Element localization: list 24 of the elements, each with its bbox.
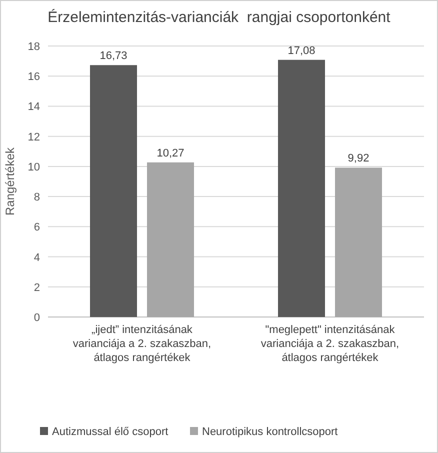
y-tick-label: 8 <box>34 192 40 204</box>
chart-title: Érzelemintenzitás-varianciák rangjai csoportonként <box>48 8 392 26</box>
y-tick-label: 0 <box>34 312 40 324</box>
y-tick-label: 10 <box>28 161 40 174</box>
data-label: 9,92 <box>348 152 370 165</box>
bar <box>147 162 194 317</box>
bar <box>90 65 137 317</box>
y-axis-title: Rangértékek <box>3 146 17 216</box>
bar <box>335 168 382 317</box>
y-tick-label: 16 <box>28 71 40 84</box>
data-label: 10,27 <box>156 147 184 160</box>
data-label: 17,08 <box>288 44 316 57</box>
data-label: 16,73 <box>100 50 128 62</box>
y-tick-label: 2 <box>34 282 40 294</box>
legend-label: Autizmussal élő csoport <box>52 426 168 438</box>
y-tick-label: 14 <box>28 101 40 114</box>
y-tick-label: 18 <box>28 41 40 53</box>
y-tick-label: 12 <box>28 131 40 144</box>
x-tick-label: „ijedt” intenzitásának varianciája a 2. szakaszban, átlagos rangértékek <box>72 324 212 364</box>
y-tick-label: 6 <box>34 222 40 234</box>
y-tick-label: 4 <box>34 252 40 264</box>
legend-label: Neurotipikus kontrollcsoport <box>202 426 338 438</box>
x-tick-label: "meglepett" intenzitásának varianciája a 2. szakaszban, átlagos rangértékek <box>260 324 400 364</box>
bar <box>278 60 325 317</box>
